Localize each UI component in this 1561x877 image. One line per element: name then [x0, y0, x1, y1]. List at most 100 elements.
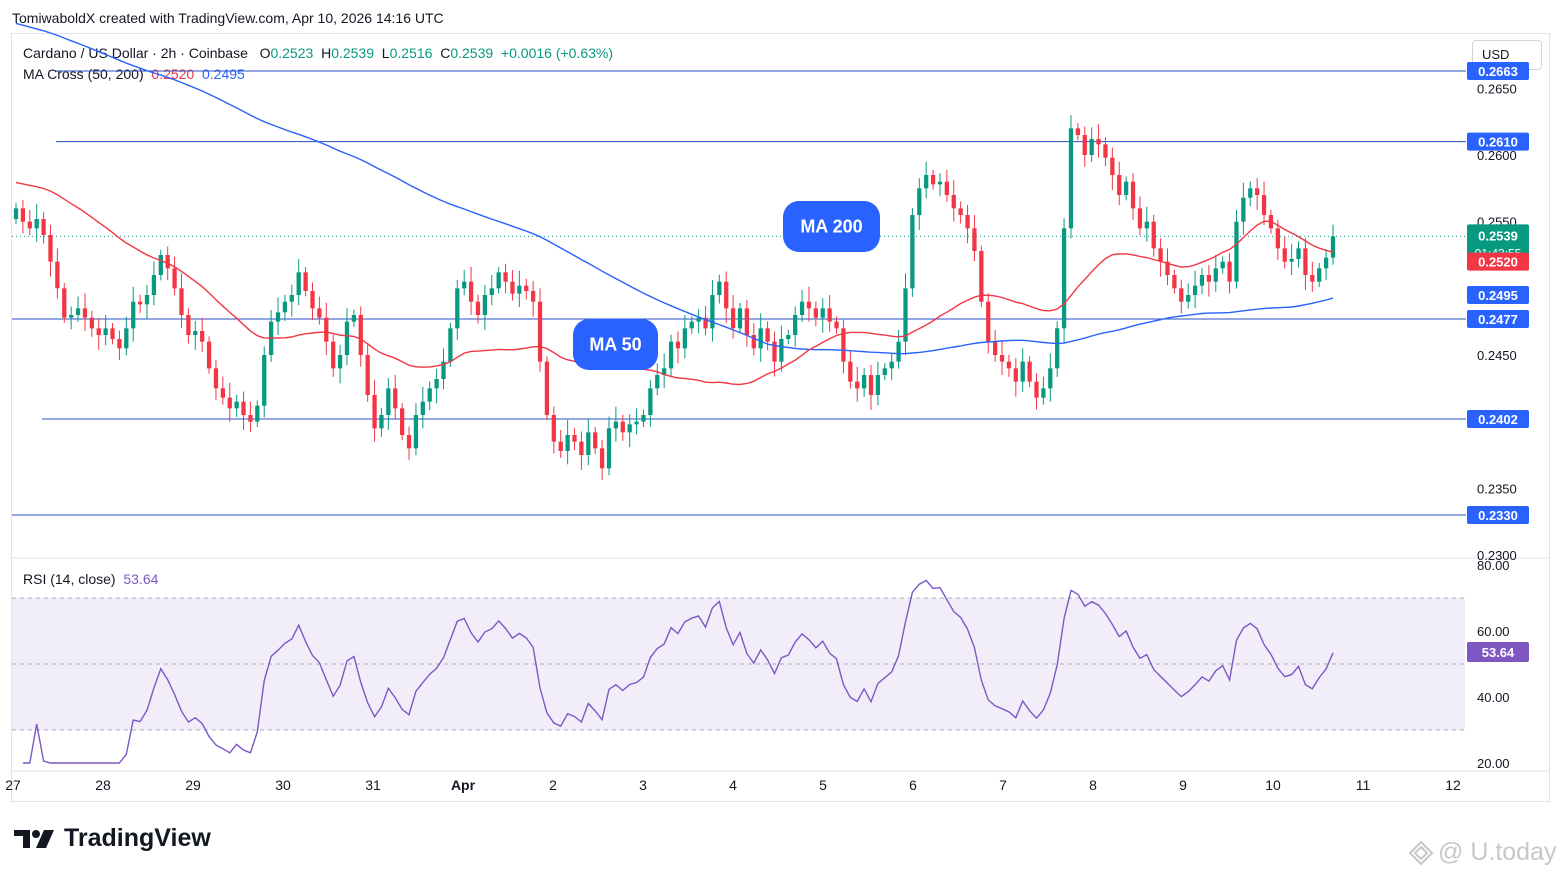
candle-body[interactable]: [696, 317, 701, 322]
candle-body[interactable]: [89, 317, 94, 329]
candle-body[interactable]: [324, 317, 329, 342]
candle-body[interactable]: [524, 285, 529, 291]
candle-body[interactable]: [255, 405, 260, 422]
candle-body[interactable]: [827, 308, 832, 322]
candle-body[interactable]: [1220, 261, 1225, 269]
rsi-line[interactable]: [22, 579, 1334, 764]
candle-body[interactable]: [889, 361, 894, 369]
candle-body[interactable]: [627, 424, 632, 433]
candle-body[interactable]: [1061, 228, 1067, 329]
candle-body[interactable]: [1323, 257, 1329, 269]
candle-body[interactable]: [227, 397, 232, 409]
candle-body[interactable]: [1137, 208, 1143, 229]
candle-body[interactable]: [34, 219, 39, 229]
candle-body[interactable]: [151, 275, 157, 295]
candle-body[interactable]: [1027, 361, 1032, 382]
candle-body[interactable]: [806, 301, 812, 309]
candle-body[interactable]: [1213, 268, 1218, 282]
candle-body[interactable]: [358, 315, 363, 355]
candle-body[interactable]: [730, 308, 736, 329]
candle-body[interactable]: [910, 215, 915, 289]
candle-body[interactable]: [572, 435, 577, 442]
candle-body[interactable]: [834, 321, 839, 329]
candle-body[interactable]: [979, 251, 984, 302]
candle-body[interactable]: [1296, 248, 1301, 259]
candle-body[interactable]: [992, 341, 998, 355]
candle-body[interactable]: [937, 181, 943, 185]
candle-body[interactable]: [510, 281, 515, 294]
candle-body[interactable]: [413, 415, 419, 449]
tradingview-logo[interactable]: TradingView: [14, 824, 211, 853]
candle-body[interactable]: [1055, 328, 1060, 369]
candle-body[interactable]: [158, 255, 163, 275]
candle-body[interactable]: [1310, 275, 1315, 282]
candle-body[interactable]: [234, 401, 239, 409]
candle-body[interactable]: [303, 272, 308, 291]
candle-body[interactable]: [165, 255, 170, 269]
candle-body[interactable]: [958, 208, 963, 215]
candle-body[interactable]: [372, 395, 377, 429]
ma50-annotation[interactable]: [573, 319, 658, 370]
candle-body[interactable]: [275, 312, 281, 322]
candle-body[interactable]: [710, 295, 715, 329]
ma50-line[interactable]: [15, 181, 1334, 386]
candle-body[interactable]: [186, 315, 191, 335]
candle-body[interactable]: [903, 288, 908, 342]
candle-body[interactable]: [882, 368, 887, 375]
candle-body[interactable]: [282, 301, 288, 313]
candle-body[interactable]: [1303, 248, 1308, 275]
candle-body[interactable]: [69, 315, 74, 318]
candle-body[interactable]: [503, 272, 508, 282]
candle-body[interactable]: [496, 272, 501, 289]
candle-body[interactable]: [96, 328, 101, 335]
candle-body[interactable]: [1006, 361, 1012, 369]
candle-body[interactable]: [427, 388, 432, 402]
candle-body[interactable]: [793, 315, 798, 335]
candle-body[interactable]: [1255, 188, 1260, 195]
candle-body[interactable]: [206, 341, 212, 369]
candle-body[interactable]: [737, 308, 743, 329]
candle-body[interactable]: [896, 341, 901, 362]
candle-body[interactable]: [765, 328, 770, 342]
candle-body[interactable]: [310, 291, 315, 309]
candle-body[interactable]: [1075, 128, 1081, 135]
candle-body[interactable]: [1144, 221, 1149, 229]
candle-body[interactable]: [758, 328, 763, 349]
candle-body[interactable]: [131, 301, 136, 329]
candle-body[interactable]: [448, 328, 453, 362]
candle-body[interactable]: [972, 228, 977, 251]
candle-body[interactable]: [717, 281, 722, 295]
candle-body[interactable]: [558, 441, 563, 451]
rsi-value-tag[interactable]: [1467, 641, 1529, 662]
candle-body[interactable]: [537, 301, 543, 362]
candle-body[interactable]: [337, 355, 343, 369]
candle-body[interactable]: [1082, 135, 1087, 155]
candle-body[interactable]: [579, 441, 584, 455]
candle-body[interactable]: [999, 355, 1005, 362]
candle-body[interactable]: [434, 379, 439, 389]
candle-body[interactable]: [861, 375, 867, 389]
candle-body[interactable]: [1068, 128, 1074, 229]
candle-body[interactable]: [1041, 388, 1046, 398]
candle-body[interactable]: [27, 221, 32, 229]
candle-body[interactable]: [593, 432, 598, 449]
level-tag[interactable]: [1467, 410, 1529, 428]
candle-body[interactable]: [462, 281, 467, 289]
candle-body[interactable]: [799, 301, 805, 315]
candle-body[interactable]: [1179, 288, 1184, 302]
candle-body[interactable]: [75, 308, 81, 315]
candle-body[interactable]: [441, 361, 446, 379]
candle-body[interactable]: [965, 215, 970, 229]
candle-body[interactable]: [986, 301, 991, 342]
candle-body[interactable]: [1186, 295, 1191, 302]
candle-body[interactable]: [82, 308, 88, 318]
candle-body[interactable]: [813, 308, 818, 318]
candle-body[interactable]: [1275, 228, 1280, 249]
candle-body[interactable]: [1317, 268, 1322, 282]
candle-body[interactable]: [641, 415, 646, 422]
candle-body[interactable]: [241, 401, 246, 415]
candle-body[interactable]: [944, 181, 950, 195]
candle-body[interactable]: [289, 295, 294, 302]
candle-body[interactable]: [248, 415, 253, 422]
candle-body[interactable]: [779, 339, 784, 362]
